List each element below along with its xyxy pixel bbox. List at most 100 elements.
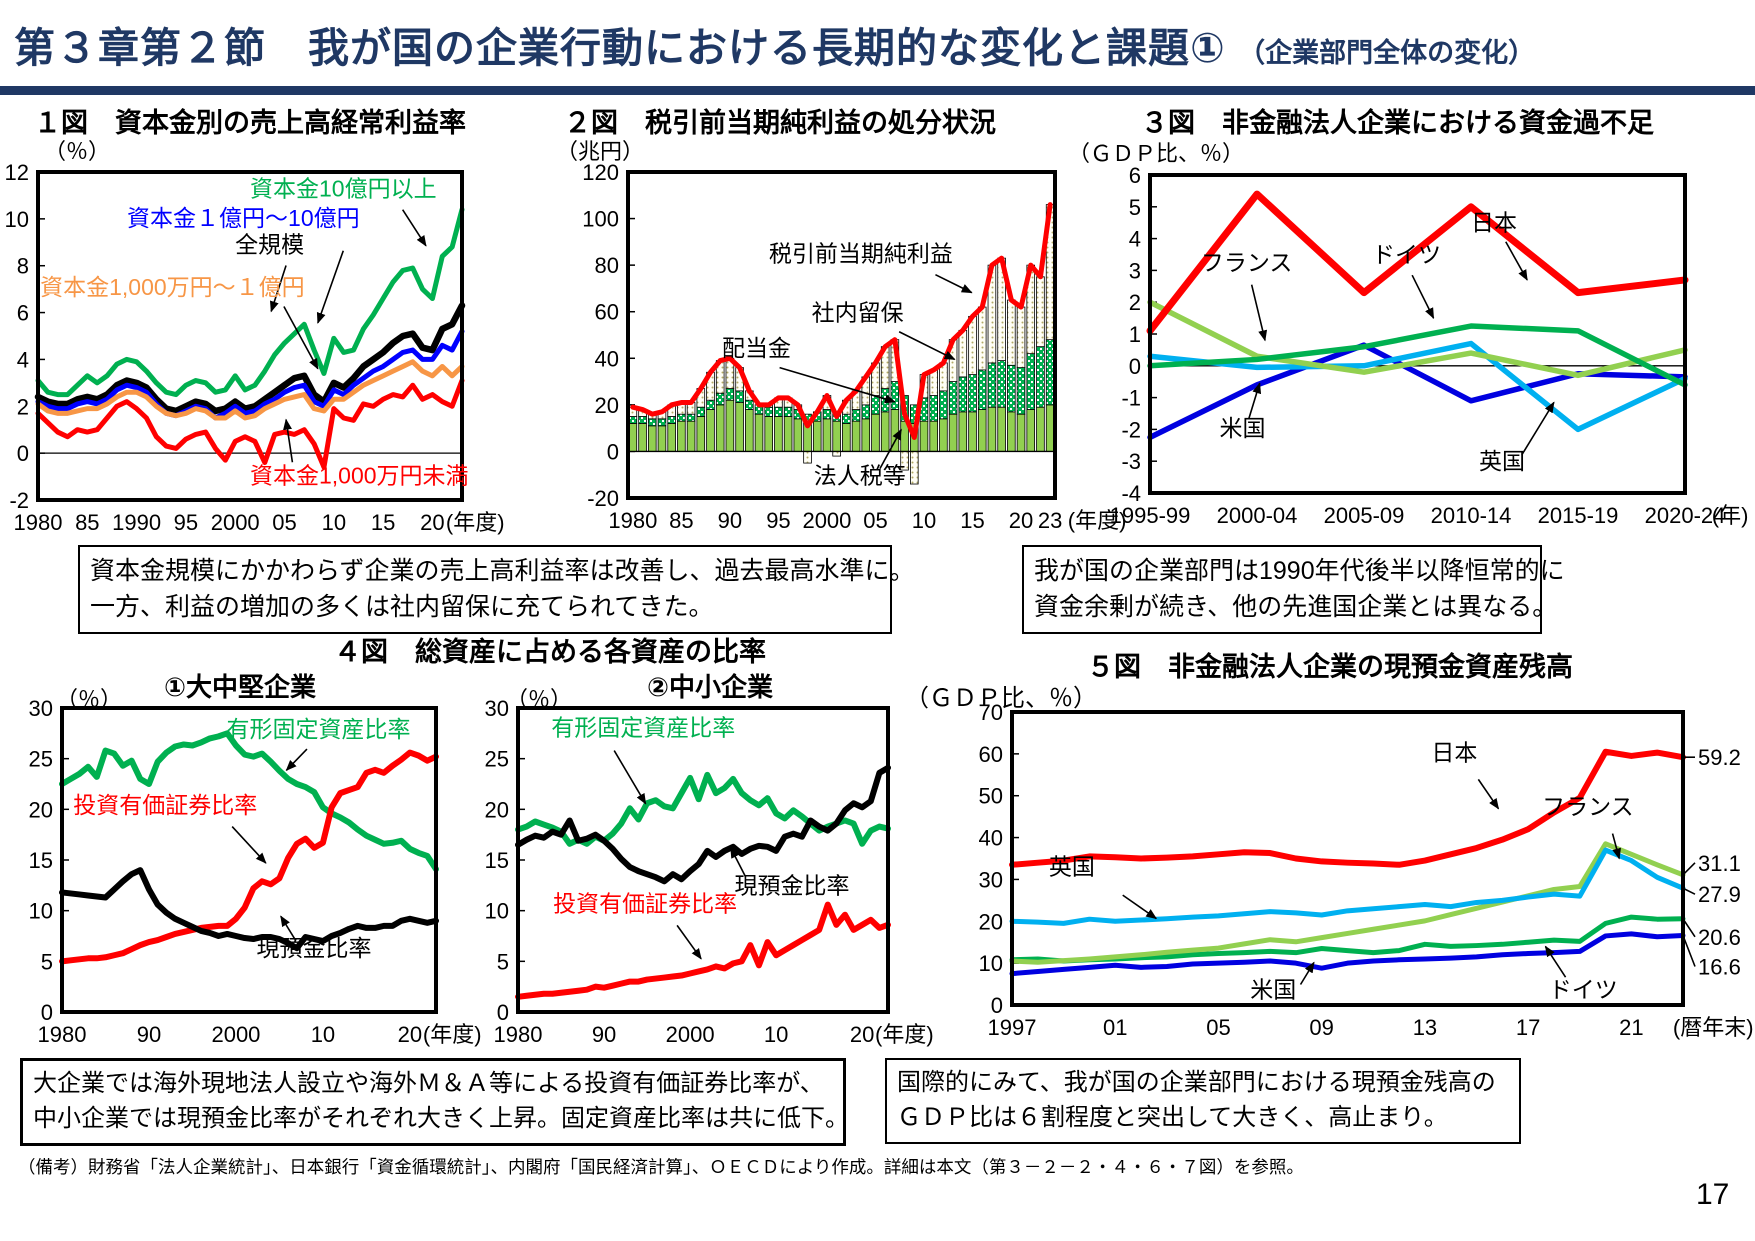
svg-text:25: 25 — [29, 747, 53, 772]
svg-text:(年度): (年度) — [446, 510, 505, 535]
svg-text:10: 10 — [311, 1022, 335, 1047]
svg-text:15: 15 — [371, 510, 395, 535]
note-box-cash-line1: 国際的にみて、我が国の企業部門における現預金残高の — [897, 1069, 1496, 1096]
svg-text:15: 15 — [485, 848, 509, 873]
note-box-cash-line2: ＧＤＰ比は６割程度と突出して大きく、高止まり。 — [897, 1103, 1448, 1131]
svg-text:95: 95 — [174, 510, 198, 535]
svg-text:2005-09: 2005-09 — [1324, 503, 1405, 528]
svg-text:社内留保: 社内留保 — [812, 299, 904, 325]
svg-text:23: 23 — [1038, 508, 1062, 533]
svg-text:1980: 1980 — [494, 1022, 543, 1047]
svg-text:2000: 2000 — [802, 508, 851, 533]
svg-text:5: 5 — [1129, 195, 1141, 220]
svg-text:法人税等: 法人税等 — [814, 462, 906, 488]
fig2-unit: （兆円） — [556, 139, 645, 164]
svg-text:6: 6 — [1129, 163, 1141, 188]
svg-text:70: 70 — [979, 700, 1003, 725]
svg-text:日本: 日本 — [1471, 210, 1517, 236]
svg-text:2000: 2000 — [666, 1022, 715, 1047]
svg-text:米国: 米国 — [1220, 415, 1266, 441]
page-title-sub: （企業部門全体の変化） — [1238, 38, 1536, 68]
svg-text:60: 60 — [595, 300, 619, 325]
fig1-title: １図 資本金別の売上高経常利益率 — [34, 108, 466, 138]
fig5-chart: 0 10 20 30 40 50 60 70 1997 01 05 09 13 17 21 (暦年末) 日本 フラ… — [848, 600, 1755, 1055]
svg-text:-20: -20 — [587, 486, 619, 511]
note-box-profit-line2: 一方、利益の増加の多くは社内留保に充てられてきた。 — [90, 593, 714, 622]
svg-text:投資有価証券比率: 投資有価証券比率 — [553, 891, 737, 917]
svg-text:10: 10 — [764, 1022, 788, 1047]
svg-text:40: 40 — [595, 346, 619, 371]
svg-text:資本金10億円以上: 資本金10億円以上 — [250, 176, 437, 202]
svg-text:-1: -1 — [1121, 386, 1141, 411]
svg-text:16.6: 16.6 — [1698, 955, 1741, 980]
svg-text:-2: -2 — [9, 488, 29, 513]
svg-text:40: 40 — [979, 826, 1003, 851]
note-box-surplus-line2: 資金余剰が続き、他の先進国企業とは異なる。 — [1034, 593, 1558, 622]
note-box-profit: 資本金規模にかかわらず企業の売上高利益率は改善し、過去最高水準に。 一方、利益の… — [78, 545, 915, 634]
svg-text:90: 90 — [137, 1022, 161, 1047]
fig5-unit: （ＧＤＰ比、％） — [905, 685, 1097, 712]
fig1-unit: （％） — [44, 139, 111, 164]
svg-text:0: 0 — [991, 993, 1003, 1018]
svg-text:15: 15 — [29, 848, 53, 873]
svg-text:2000: 2000 — [211, 1022, 260, 1047]
svg-text:現預金比率: 現預金比率 — [734, 872, 849, 898]
page-title: 第３章第２節 我が国の企業行動における長期的な変化と課題① （企業部門全体の変化… — [14, 14, 1535, 74]
svg-text:資本金１億円～10億円: 資本金１億円～10億円 — [127, 205, 360, 231]
note-box-profit-line1: 資本金規模にかかわらず企業の売上高利益率は改善し、過去最高水準に。 — [90, 557, 915, 585]
svg-text:95: 95 — [766, 508, 790, 533]
svg-text:1980: 1980 — [38, 1022, 87, 1047]
svg-text:60: 60 — [979, 742, 1003, 767]
svg-text:30: 30 — [979, 867, 1003, 892]
svg-text:税引前当期純利益: 税引前当期純利益 — [769, 241, 953, 267]
svg-text:1997: 1997 — [988, 1015, 1037, 1040]
svg-text:10: 10 — [912, 508, 936, 533]
svg-text:2: 2 — [1129, 290, 1141, 315]
svg-text:1980: 1980 — [608, 508, 657, 533]
fig2-chart: -20 0 20 40 60 80 100 120 1980 85 90 95 2000 05 10 15 20… — [505, 125, 1126, 535]
svg-text:フランス: フランス — [1201, 249, 1293, 275]
svg-text:59.2: 59.2 — [1698, 745, 1741, 770]
svg-text:(年度): (年度) — [423, 1022, 482, 1047]
svg-text:05: 05 — [1206, 1015, 1230, 1040]
svg-text:5: 5 — [497, 949, 509, 974]
note-box-surplus-line1: 我が国の企業部門は1990年代後半以降恒常的に — [1034, 557, 1565, 585]
svg-text:全規模: 全規模 — [235, 231, 304, 257]
svg-text:25: 25 — [485, 747, 509, 772]
svg-text:30: 30 — [29, 696, 53, 721]
svg-text:-4: -4 — [1121, 481, 1141, 506]
svg-text:2: 2 — [17, 394, 29, 419]
fig3-title: ３図 非金融法人企業における資金過不足 — [1141, 108, 1654, 138]
note-box-assets-line2: 中小企業では現預金比率がそれぞれ大きく上昇。固定資産比率は共に低下。 — [33, 1104, 849, 1132]
fig4b-chart: 0 5 10 15 20 25 30 1980 90 2000 10 20 (年度) 有形固定資産比率 現預… — [445, 655, 934, 1055]
svg-text:90: 90 — [718, 508, 742, 533]
svg-text:20: 20 — [595, 393, 619, 418]
svg-text:13: 13 — [1413, 1015, 1437, 1040]
svg-text:20: 20 — [850, 1022, 874, 1047]
svg-text:米国: 米国 — [1250, 977, 1296, 1003]
header-divider — [0, 86, 1755, 95]
svg-text:英国: 英国 — [1049, 854, 1095, 880]
svg-text:20: 20 — [1009, 508, 1033, 533]
svg-text:100: 100 — [582, 207, 619, 232]
svg-text:1995-99: 1995-99 — [1110, 503, 1191, 528]
svg-text:-3: -3 — [1121, 449, 1141, 474]
fig3-unit: （ＧＤＰ比、％） — [1068, 141, 1245, 166]
svg-text:10: 10 — [5, 207, 29, 232]
svg-text:ドイツ: ドイツ — [1549, 977, 1618, 1003]
svg-text:0: 0 — [41, 1000, 53, 1025]
fig4a-chart: 0 5 10 15 20 25 30 1980 90 2000 10 20 (年度) 有形固定資産比率 投資… — [0, 655, 482, 1055]
svg-text:(年): (年) — [1712, 503, 1749, 528]
svg-text:20: 20 — [398, 1022, 422, 1047]
svg-text:85: 85 — [669, 508, 693, 533]
svg-text:配当金: 配当金 — [722, 335, 791, 361]
fig5-title: ５図 非金融法人企業の現預金資産残高 — [1087, 652, 1573, 682]
svg-text:17: 17 — [1516, 1015, 1540, 1040]
svg-text:6: 6 — [17, 301, 29, 326]
svg-text:2020-24: 2020-24 — [1645, 503, 1726, 528]
svg-text:現預金比率: 現預金比率 — [256, 935, 371, 961]
svg-text:20.6: 20.6 — [1698, 925, 1741, 950]
svg-text:8: 8 — [17, 254, 29, 279]
svg-text:投資有価証券比率: 投資有価証券比率 — [73, 792, 257, 818]
svg-text:09: 09 — [1309, 1015, 1333, 1040]
